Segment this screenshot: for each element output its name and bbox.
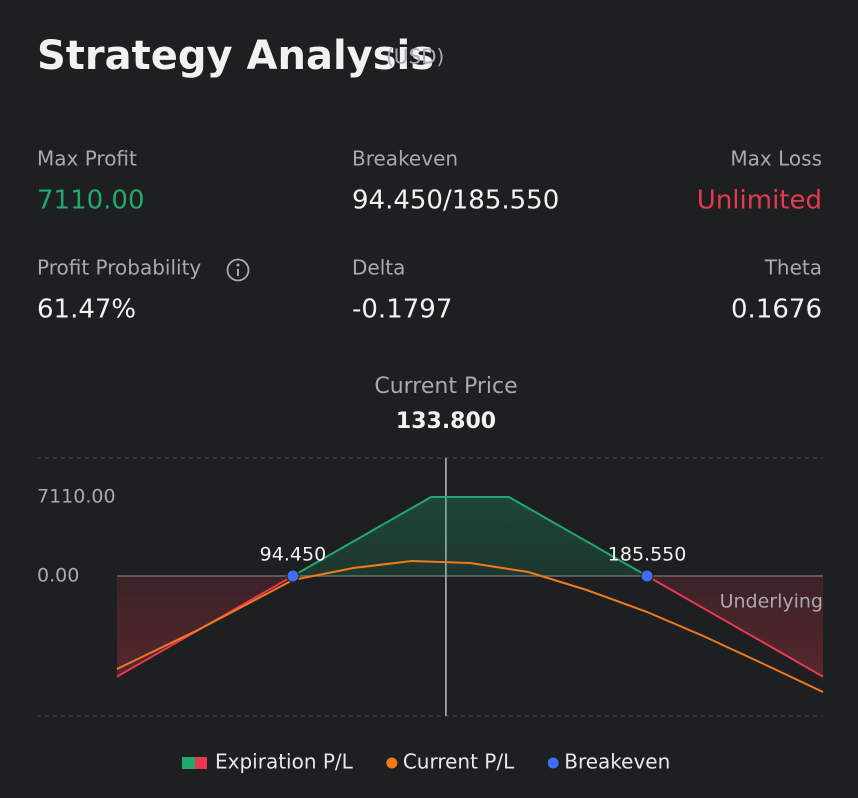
profit-line [290,496,650,576]
legend-label: Expiration P/L [215,750,354,774]
x-axis-label: Underlying [720,591,823,613]
stat-value: -0.1797 [352,295,452,325]
y-tick-label: 7110.00 [37,486,116,508]
stat-label: Profit Probability [37,256,201,280]
loss-line [116,576,824,678]
current-price-value: 133.800 [396,409,496,434]
legend-swatch [182,757,195,769]
stat-label: Breakeven [352,147,458,171]
legend-swatch [195,757,207,769]
stat-value: 61.47% [37,295,136,325]
breakeven-label: 185.550 [608,544,687,566]
breakeven-point [286,569,300,583]
legend-label: Current P/L [403,750,515,774]
stat-label: Max Profit [37,147,137,171]
current-price-label: Current Price [374,374,517,399]
stat-value: 0.1676 [731,295,822,325]
stat-label: Max Loss [730,147,822,171]
title: Strategy Analysis [37,33,434,79]
breakeven-point [640,569,654,583]
loss-area [117,576,823,677]
pl-line [116,559,824,693]
stat-value: 7110.00 [37,186,145,216]
legend-dot [547,757,559,769]
profit-area [117,497,823,576]
stat-label: Delta [352,256,405,280]
currency: (USD) [386,45,444,69]
legend-label: Breakeven [564,750,670,774]
legend-dot [386,757,398,769]
breakeven-label: 94.450 [260,544,326,566]
stat-value: Unlimited [697,186,822,216]
stat-value: 94.450/185.550 [352,186,559,216]
stat-label: Theta [764,256,822,280]
info-icon[interactable] [226,258,250,282]
y-tick-label: 0.00 [37,565,79,587]
